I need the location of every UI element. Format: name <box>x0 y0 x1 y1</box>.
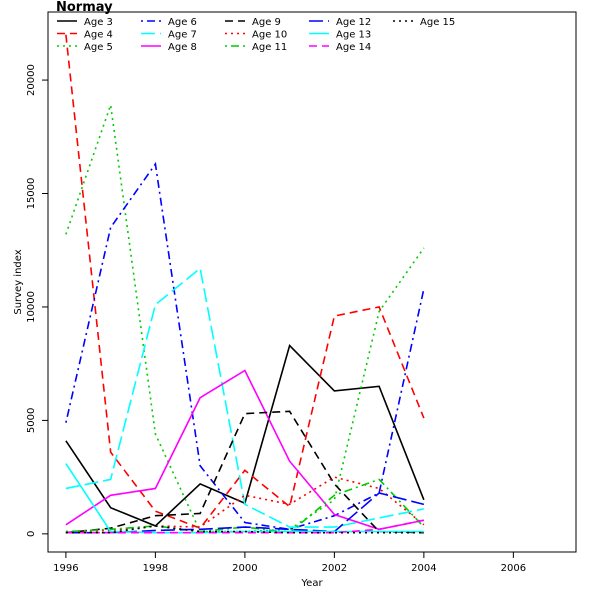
x-tick-label: 2006 <box>501 563 526 574</box>
x-tick-label: 2002 <box>322 563 347 574</box>
x-axis: 1996 1998 2000 2002 2004 2006 <box>53 551 526 574</box>
y-tick-label: 5000 <box>26 408 37 433</box>
y-axis: 0 5000 10000 15000 20000 <box>26 64 49 537</box>
x-tick-label: 1996 <box>53 563 78 574</box>
plot-frame <box>47 11 577 553</box>
x-tick-label: 1998 <box>143 563 168 574</box>
legend-label: Age 4 <box>84 30 113 41</box>
series-line-age-7 <box>65 266 425 528</box>
series-line-age-6 <box>65 161 425 531</box>
legend-label: Age 7 <box>168 30 197 41</box>
legend-label: Age 9 <box>252 17 281 28</box>
x-tick-label: 2004 <box>411 563 436 574</box>
legend-label: Age 12 <box>336 17 371 28</box>
series-line-age-5 <box>65 104 425 533</box>
series-lines <box>65 34 425 534</box>
legend-label: Age 3 <box>84 17 113 28</box>
y-axis-label: Survey index <box>13 249 24 314</box>
legend-label: Age 5 <box>84 42 113 53</box>
y-tick-label: 15000 <box>26 178 37 210</box>
legend-label: Age 11 <box>252 42 287 53</box>
y-tick-label: 0 <box>26 531 37 537</box>
series-line-age-3 <box>65 343 425 527</box>
legend-label: Age 8 <box>168 42 197 53</box>
legend-label: Age 6 <box>168 17 197 28</box>
series-line-age-4 <box>65 34 425 530</box>
series-line-age-8 <box>65 369 425 531</box>
x-axis-label: Year <box>300 578 323 589</box>
series-line-age-11 <box>65 478 425 534</box>
legend-label: Age 13 <box>336 30 371 41</box>
y-tick-label: 20000 <box>26 64 37 96</box>
legend-label: Age 14 <box>336 42 371 53</box>
legend-label: Age 10 <box>252 30 287 41</box>
series-line-age-14 <box>65 519 425 534</box>
chart-title: Normay <box>56 0 113 15</box>
legend-label: Age 15 <box>420 17 455 28</box>
series-line-age-9 <box>65 410 424 534</box>
y-tick-label: 10000 <box>26 291 37 323</box>
x-tick-label: 2000 <box>232 563 257 574</box>
